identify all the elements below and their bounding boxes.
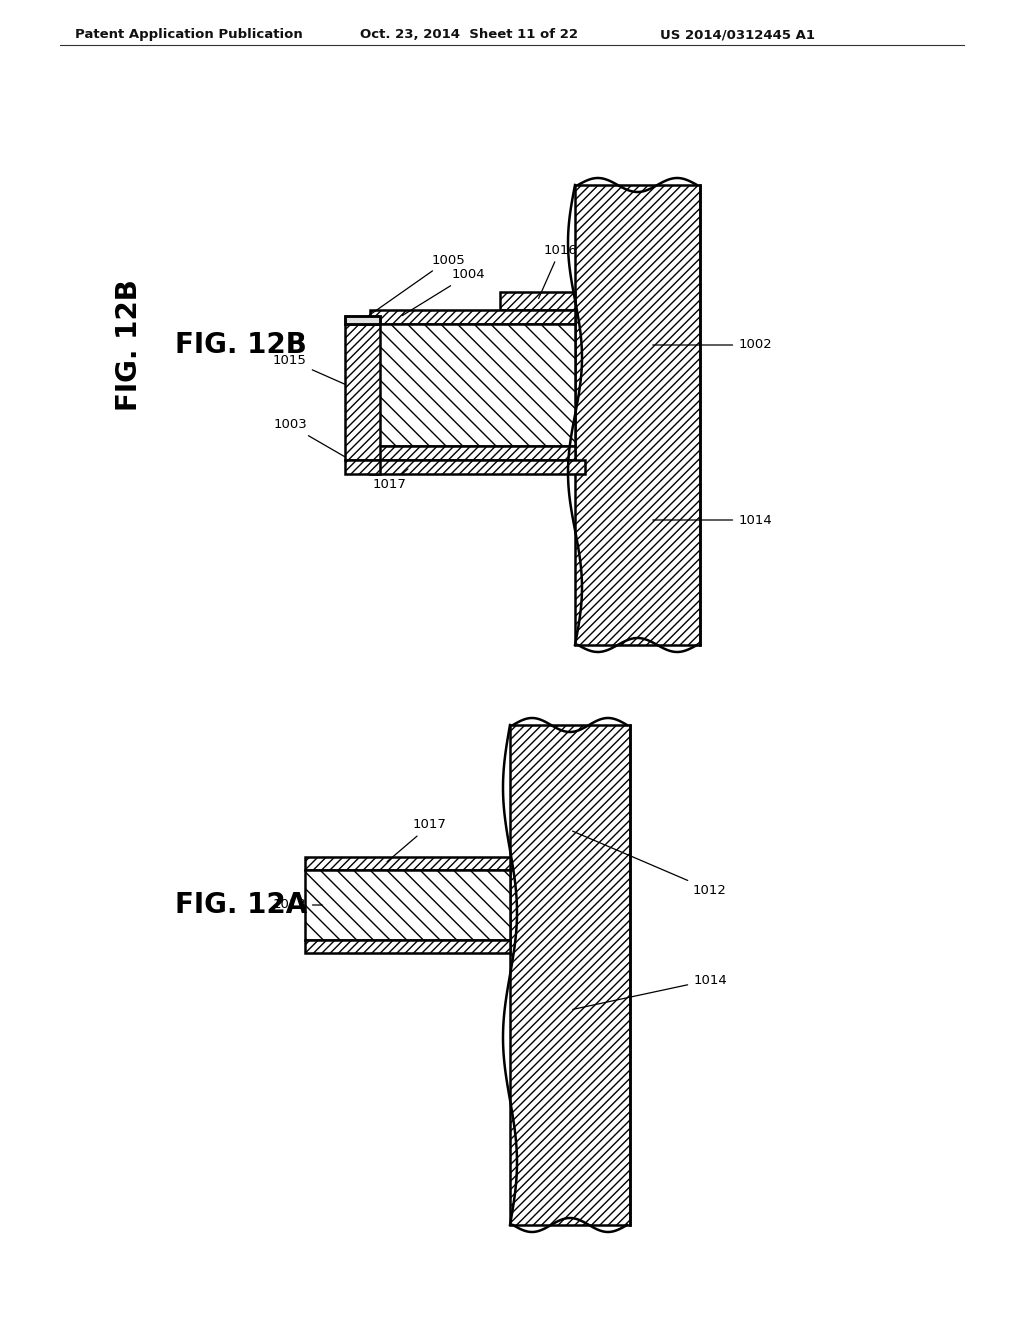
Bar [510, 725, 630, 1225]
Text: FIG. 12B: FIG. 12B [175, 331, 307, 359]
Text: 1016: 1016 [539, 243, 577, 298]
Bar [305, 940, 510, 953]
Text: 1003: 1003 [273, 418, 360, 466]
Text: FIG. 12A: FIG. 12A [175, 891, 307, 919]
Bar [370, 459, 585, 474]
Bar [370, 323, 575, 446]
Text: 1012: 1012 [572, 832, 727, 896]
Text: Oct. 23, 2014  Sheet 11 of 22: Oct. 23, 2014 Sheet 11 of 22 [360, 28, 578, 41]
Text: 1002: 1002 [652, 338, 772, 351]
Text: 1005: 1005 [365, 253, 465, 318]
Text: Patent Application Publication: Patent Application Publication [75, 28, 303, 41]
Text: 1013: 1013 [273, 899, 323, 912]
Text: 1014: 1014 [652, 513, 772, 527]
Text: 1017: 1017 [387, 818, 446, 862]
Bar [345, 323, 380, 459]
Text: 1014: 1014 [572, 974, 727, 1010]
Text: US 2014/0312445 A1: US 2014/0312445 A1 [660, 28, 815, 41]
Bar [305, 857, 510, 870]
Bar [305, 870, 510, 940]
Bar [345, 315, 380, 323]
Text: 1004: 1004 [402, 268, 484, 315]
Text: 1017: 1017 [373, 469, 408, 491]
Text: FIG. 12B: FIG. 12B [115, 279, 143, 411]
Bar [500, 292, 575, 310]
Text: 1015: 1015 [273, 354, 360, 391]
Bar [370, 446, 575, 459]
Bar [575, 185, 700, 645]
Bar [345, 459, 380, 474]
Bar [370, 310, 575, 323]
